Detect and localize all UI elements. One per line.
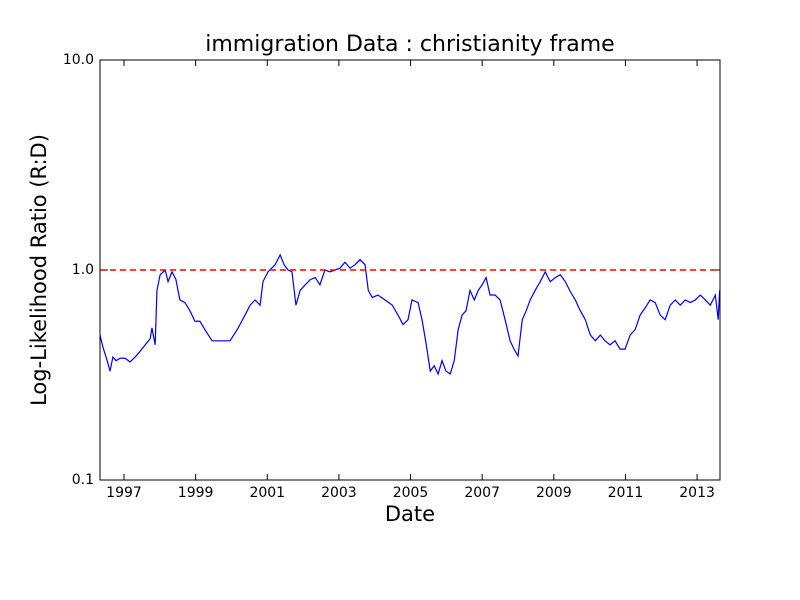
x-tick-label: 2001 [249, 485, 285, 501]
x-tick-label: 2013 [679, 485, 715, 501]
chart-title: immigration Data : christianity frame [205, 32, 614, 57]
x-tick-label: 1997 [106, 485, 142, 501]
data-line [99, 253, 721, 376]
y-tick-label: 0.1 [72, 472, 94, 488]
x-tick-label: 2005 [393, 485, 429, 501]
x-tick-label: 2003 [321, 485, 357, 501]
y-tick-label: 10.0 [63, 52, 94, 68]
x-tick-label: 2009 [536, 485, 572, 501]
x-axis-label: Date [385, 502, 435, 526]
x-tick-label: 2011 [608, 485, 644, 501]
y-axis-label: Log-Likelihood Ratio (R:D) [27, 134, 51, 406]
plot-frame [99, 59, 721, 481]
x-tick-label: 1999 [178, 485, 214, 501]
x-tick-label: 2007 [464, 485, 500, 501]
y-tick-label: 1.0 [72, 262, 94, 278]
